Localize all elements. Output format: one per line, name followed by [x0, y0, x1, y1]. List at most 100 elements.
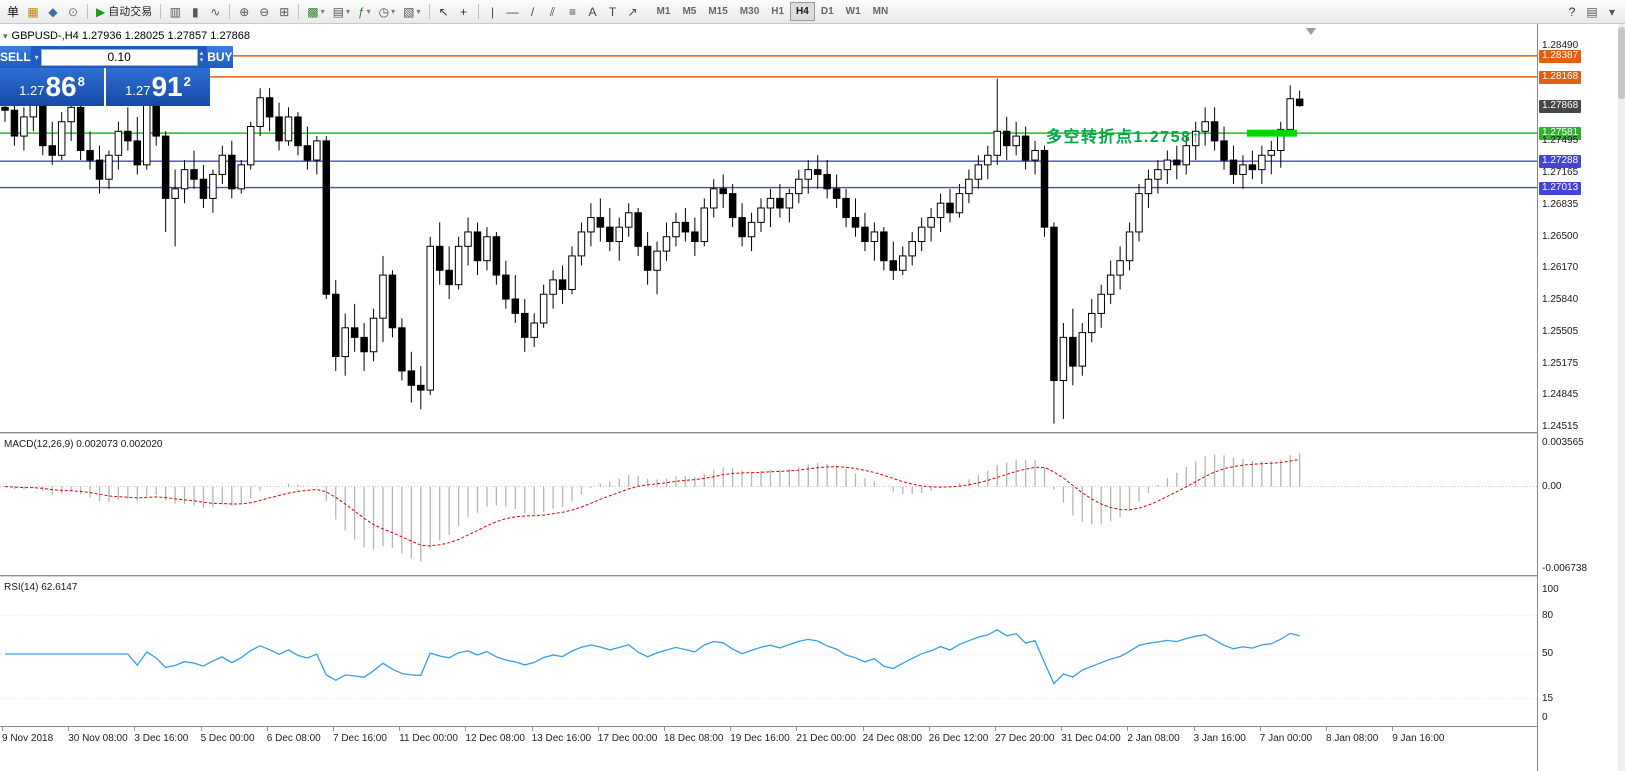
help-icon[interactable]: ? — [1568, 4, 1576, 19]
volume-input[interactable] — [40, 48, 198, 66]
zoom-in-icon[interactable]: ⊕ — [234, 2, 254, 22]
arrows-icon[interactable]: ↗ — [623, 2, 643, 22]
time-axis-label: 9 Jan 16:00 — [1392, 733, 1445, 744]
profile-icon: ◆ — [48, 4, 58, 19]
refresh-icon[interactable]: ⊙ — [63, 2, 83, 22]
volume-up-icon[interactable]: ▴ — [199, 50, 204, 57]
candlestick-icon[interactable]: ▮ — [185, 2, 205, 22]
price-axis[interactable]: 1.28490 1.28387 1.28168 1.27868 1.27581 1.274… — [1537, 24, 1618, 771]
scrollbar-thumb[interactable] — [1618, 27, 1625, 99]
indicators-button[interactable]: ƒ ▾ — [354, 2, 375, 22]
fibonacci-icon[interactable]: ≡ — [563, 2, 583, 22]
timeframe-button-m15[interactable]: M15 — [708, 6, 728, 17]
macd-chart[interactable] — [0, 435, 1537, 575]
autotrading-button[interactable]: ▶ 自动交易 — [92, 2, 156, 22]
chevron-down-icon[interactable]: ▾ — [1608, 4, 1616, 19]
panel-splitter-macd[interactable] — [0, 432, 1625, 435]
timeframe-button-h4[interactable]: H4 — [790, 2, 815, 21]
trendline-icon[interactable]: / — [523, 2, 543, 22]
price-axis-label: 1.24845 — [1542, 389, 1579, 401]
timeframe-button-m30[interactable]: M30 — [739, 6, 760, 17]
pivot-annotation: 多空转折点1.2758↑ — [1046, 129, 1201, 146]
crosshair-icon[interactable]: + — [454, 2, 474, 22]
rsi-label: RSI(14) 62.6147 — [4, 582, 78, 593]
time-axis-tick — [1127, 727, 1129, 731]
candlestick-icon: ▮ — [191, 4, 199, 19]
text-icon[interactable]: A — [583, 2, 603, 22]
profile-icon[interactable]: ◆ — [43, 2, 63, 22]
channel-icon[interactable]: ⫽ — [543, 2, 563, 22]
price-axis-label: 1.28168 — [1539, 70, 1582, 84]
templates-button[interactable]: ▧ ▾ — [399, 2, 424, 22]
tile-windows-icon[interactable]: ⊞ — [274, 2, 294, 22]
volume-down-icon[interactable]: ▾ — [199, 57, 204, 64]
new-chart-button[interactable]: ▩ ▾ — [303, 2, 328, 22]
candlestick-chart[interactable] — [0, 24, 1537, 432]
rsi-chart[interactable] — [0, 578, 1537, 726]
symbol-ohlc-text: GBPUSD-,H4 1.27936 1.28025 1.27857 1.278… — [11, 30, 251, 42]
time-axis-tick — [200, 727, 202, 731]
toolbar-groups: 单 ▦ ◆ ⊙ ▶ 自动交易 ▥ ▮ ∿ ⊕ ⊖ ⊞ ▩ ▾ ▤ ▾ ƒ ▾ ◷ ▾ ▧ ▾ ↖ + | — / ⫽ ≡ A T ↗ — [3, 2, 643, 22]
time-axis-tick — [1259, 727, 1261, 731]
price-axis-label: 1.27581 — [1539, 127, 1582, 141]
time-axis-label: 30 Nov 08:00 — [68, 733, 128, 744]
autotrading-icon: ▶ — [96, 4, 106, 19]
time-axis-tick — [134, 727, 136, 731]
time-axis-label: 19 Dec 16:00 — [730, 733, 790, 744]
label-icon[interactable]: T — [603, 2, 623, 22]
toolbar-separator — [87, 4, 89, 19]
rsi-panel[interactable]: RSI(14) 62.6147 — [0, 578, 1537, 726]
timeframe-button-mn[interactable]: MN — [872, 6, 889, 17]
crosshair-icon: + — [460, 4, 468, 19]
buy-price-big: 91 — [151, 71, 183, 102]
vertical-line-icon[interactable]: | — [483, 2, 503, 22]
sell-button[interactable]: SELL — [0, 46, 31, 68]
timeframe-button-m5[interactable]: M5 — [682, 6, 697, 17]
time-axis-label: 31 Dec 04:00 — [1061, 733, 1121, 744]
bar-chart-icon: ▥ — [169, 4, 181, 19]
charts-icon[interactable]: ▦ — [23, 2, 43, 22]
time-axis[interactable]: 9 Nov 2018 30 Nov 08:00 3 Dec 16:00 5 Dec 0… — [0, 726, 1537, 771]
buy-price-button[interactable]: 1.27 91 2 — [106, 68, 210, 106]
toolbar-separator — [160, 4, 162, 19]
macd-histogram-group — [13, 452, 1301, 562]
horizontal-line-icon[interactable]: — — [503, 2, 523, 22]
price-axis-label: 1.26835 — [1542, 198, 1579, 210]
timeframe-button-m1[interactable]: M1 — [656, 6, 671, 17]
panel-toggle-icon[interactable]: ▾ — [3, 30, 8, 41]
new-order-button[interactable]: 单 — [3, 2, 23, 22]
timeframe-button-h1[interactable]: H1 — [771, 6, 785, 17]
channel-icon: ⫽ — [549, 4, 556, 19]
profiles-button[interactable]: ▤ ▾ — [329, 2, 354, 22]
bar-chart-icon[interactable]: ▥ — [165, 2, 185, 22]
line-chart-icon[interactable]: ∿ — [205, 2, 225, 22]
sell-price-prefix: 1.27 — [19, 83, 45, 98]
time-axis-tick — [68, 727, 70, 731]
price-axis-label: 1.26500 — [1542, 230, 1579, 242]
time-axis-label: 27 Dec 20:00 — [995, 733, 1055, 744]
timeframe-button-w1[interactable]: W1 — [845, 6, 861, 17]
periods-button[interactable]: ◷ ▾ — [375, 2, 400, 22]
panels-icon[interactable]: ▤ — [1586, 4, 1598, 19]
price-axis-label: 1.27288 — [1539, 155, 1582, 169]
cursor-icon[interactable]: ↖ — [434, 2, 454, 22]
volume-dropdown-icon[interactable]: ▾ — [34, 52, 39, 62]
panel-splitter-rsi[interactable] — [0, 575, 1625, 578]
timeframe-button-d1[interactable]: D1 — [820, 6, 834, 17]
price-axis-label: 1.27868 — [1539, 99, 1582, 113]
rsi-axis-label: 50 — [1542, 648, 1554, 659]
chevron-down-icon: ▾ — [366, 6, 371, 16]
chevron-down-icon: ▾ — [345, 6, 350, 16]
time-axis-label: 9 Nov 2018 — [2, 733, 54, 744]
main-chart-panel[interactable]: ▾ GBPUSD-,H4 1.27936 1.28025 1.27857 1.2… — [0, 24, 1537, 432]
time-axis-tick — [1193, 727, 1195, 731]
macd-panel[interactable]: MACD(12,26,9) 0.002073 0.002020 — [0, 435, 1537, 575]
zoom-out-icon[interactable]: ⊖ — [254, 2, 274, 22]
time-axis-label: 17 Dec 00:00 — [597, 733, 658, 744]
buy-button[interactable]: BUY — [207, 46, 233, 68]
chevron-down-icon: ▾ — [320, 6, 325, 16]
sell-price-button[interactable]: 1.27 86 8 — [0, 68, 104, 106]
time-axis-tick — [399, 727, 401, 731]
vertical-scrollbar[interactable] — [1618, 24, 1625, 771]
time-axis-label: 2 Jan 08:00 — [1127, 733, 1180, 744]
